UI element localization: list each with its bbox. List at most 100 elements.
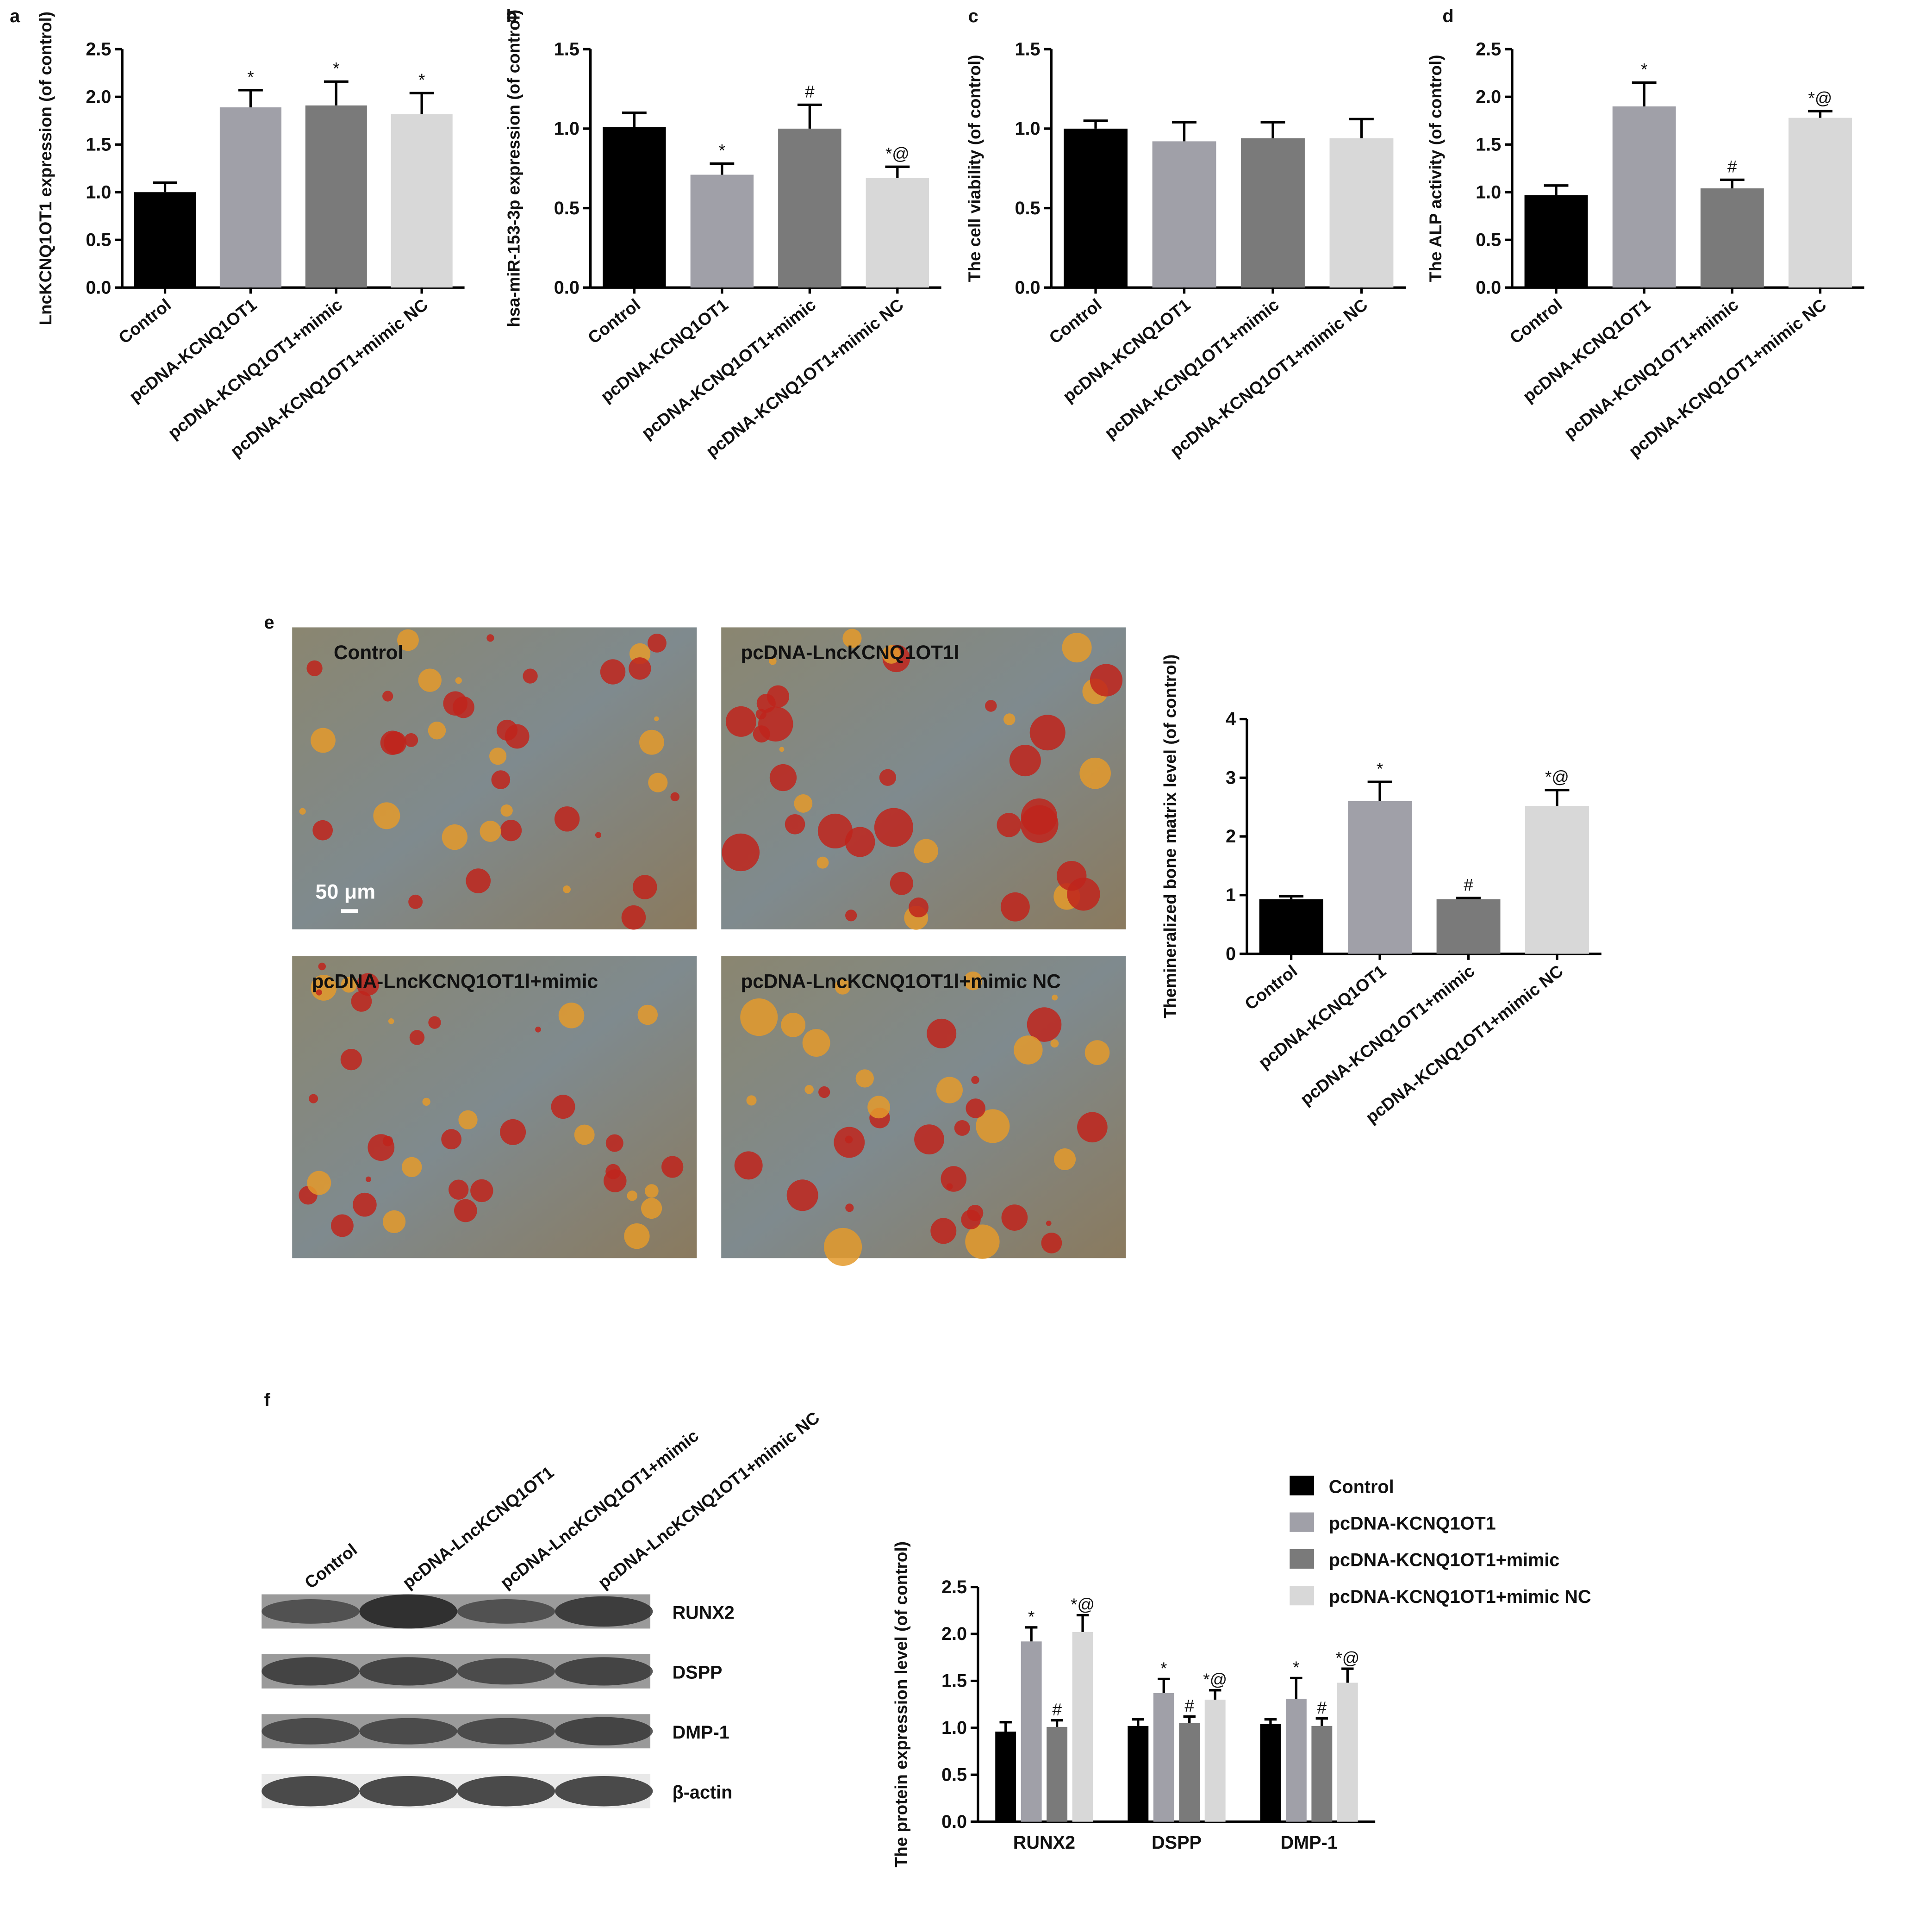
stain-spot [834, 1127, 865, 1158]
significance-label: *@ [885, 144, 910, 163]
stain-spot [491, 770, 511, 789]
stain-spot [595, 832, 601, 838]
y-tick-label: 1.5 [86, 134, 111, 155]
error-bar [797, 103, 822, 129]
stain-spot [845, 910, 857, 922]
stain-spot [486, 634, 494, 642]
stain-spot [356, 973, 380, 996]
significance-label: # [805, 82, 815, 101]
y-axis-label: The cell viability (of control) [965, 55, 984, 282]
stain-spot [997, 813, 1022, 837]
blot-band [359, 1776, 457, 1807]
error-bar [1083, 119, 1108, 129]
stain-spot [637, 1004, 658, 1025]
stain-spot [458, 1110, 478, 1130]
y-tick-label: 3 [1226, 767, 1236, 788]
y-tick-label: 0.5 [941, 1765, 967, 1785]
x-tick-label: Control [1046, 295, 1105, 347]
blot-band [359, 1657, 457, 1686]
stain-spot [428, 1016, 441, 1029]
significance-label: * [1160, 1659, 1167, 1678]
stain-spot [418, 668, 442, 692]
y-tick-label: 1.0 [554, 118, 580, 139]
stain-spot [648, 773, 668, 792]
bar [1179, 1723, 1200, 1822]
error-bar [999, 1721, 1012, 1732]
stain-spot [1054, 1148, 1076, 1171]
stain-spot [1056, 860, 1087, 891]
stain-spot [879, 769, 897, 786]
error-bar [1720, 178, 1745, 188]
stain-spot [961, 1209, 981, 1230]
stain-spot [1046, 1221, 1052, 1226]
x-tick-label: pcDNA-KCNQ1OT1+mimic [1560, 295, 1742, 442]
stain-spot [909, 897, 929, 918]
stain-spot [605, 1134, 623, 1152]
stain-spot [804, 1085, 814, 1094]
bar [219, 107, 281, 288]
x-tick-label: pcDNA-KCNQ1OT1+mimic [1101, 295, 1283, 442]
bar [1337, 1683, 1358, 1822]
stain-spot [480, 821, 501, 842]
y-tick-label: 2.5 [941, 1577, 967, 1597]
error-bar [1209, 1689, 1221, 1700]
stain-spot [341, 977, 357, 993]
error-bar [1172, 121, 1197, 142]
stain-spot [785, 814, 805, 835]
stain-spot [466, 868, 491, 893]
y-axis-label: Themineralized bone matrix level (of con… [1161, 654, 1180, 1019]
error-bar [1632, 81, 1657, 106]
panel-label: d [1442, 6, 1453, 26]
y-tick-label: 2.0 [1476, 87, 1501, 107]
significance-label: # [1184, 1696, 1194, 1715]
stain-spot [500, 804, 513, 817]
stain-spot [351, 991, 372, 1012]
stain-spot [1090, 664, 1123, 697]
y-tick-label: 0.5 [86, 230, 111, 250]
stain-spot [382, 1210, 406, 1234]
blot-band [457, 1599, 555, 1624]
protein-label: DMP-1 [673, 1722, 729, 1743]
y-tick-label: 2.5 [86, 39, 111, 59]
stain-spot [966, 1098, 985, 1118]
y-tick-label: 1.5 [554, 39, 580, 59]
significance-label: * [1377, 759, 1383, 778]
stain-spot [786, 1179, 818, 1211]
stain-spot [1009, 745, 1041, 777]
bar [1021, 1641, 1042, 1822]
y-tick-label: 0.0 [941, 1812, 967, 1832]
bar [1259, 899, 1323, 954]
x-tick-label: DSPP [1152, 1832, 1202, 1853]
western-blot: Control pcDNA-LncKCNQ1OT1pcDNA-LncKCNQ1OT… [262, 1408, 823, 1808]
stain-spot [914, 839, 938, 863]
micrographs: Control pcDNA-LncKCNQ1OT1l pcDNA-LncKCNQ1O… [292, 627, 1126, 1266]
stain-spot [946, 1183, 953, 1190]
stain-spot [574, 1124, 595, 1145]
stain-spot [408, 894, 423, 909]
lane-label: pcDNA-LncKCNQ1OT1+mimic [497, 1426, 702, 1592]
bar [391, 114, 453, 288]
stain-spot [794, 794, 813, 813]
error-bar [1545, 789, 1570, 806]
stain-spot [914, 1124, 944, 1155]
y-tick-label: 1.0 [1015, 118, 1040, 139]
stain-spot [443, 691, 467, 716]
bar [1700, 188, 1764, 288]
panel-label: f [264, 1390, 270, 1410]
significance-label: # [1464, 875, 1473, 894]
stain-spot [725, 706, 757, 737]
legend-swatch [1290, 1586, 1315, 1606]
error-bar [1279, 895, 1303, 899]
y-tick-label: 2.0 [941, 1624, 967, 1644]
stain-spot [551, 1095, 575, 1119]
blot-band [359, 1718, 457, 1745]
y-axis-label: LncKCNQ1OT1 expression (of control) [36, 12, 55, 325]
stain-spot [311, 728, 336, 753]
stain-spot [1001, 1204, 1028, 1231]
bar [1128, 1726, 1149, 1822]
error-bar [1367, 780, 1392, 801]
stain-spot [1014, 1035, 1043, 1065]
stain-spot [1021, 798, 1058, 835]
error-bar [1341, 1667, 1354, 1683]
stain-spot [455, 677, 462, 684]
